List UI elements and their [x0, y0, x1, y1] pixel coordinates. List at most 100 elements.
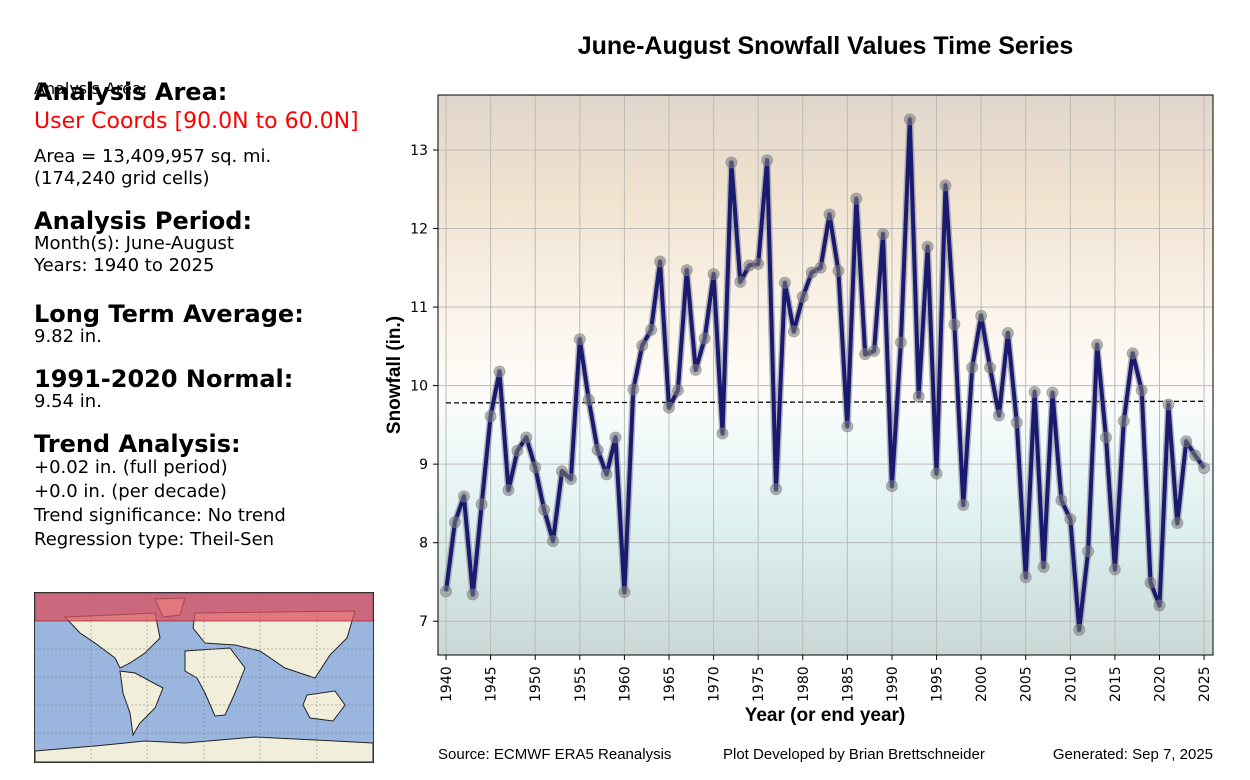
generated-date: Generated: Sep 7, 2025: [1052, 746, 1213, 763]
lta-value: 9.82 in.: [34, 326, 102, 347]
data-point: [734, 275, 747, 288]
trend-decade: +0.0 in. (per decade): [34, 481, 227, 502]
data-point: [1198, 462, 1211, 475]
x-tick-label: 2000: [974, 666, 990, 702]
data-point: [520, 431, 533, 444]
data-point: [1091, 338, 1104, 351]
data-point: [609, 431, 622, 444]
data-point: [868, 345, 881, 358]
data-point: [555, 465, 568, 478]
y-tick-label: 12: [410, 222, 428, 238]
years: Years: 1940 to 2025: [34, 255, 215, 276]
y-tick-label: 11: [410, 300, 428, 316]
data-point: [877, 228, 890, 241]
data-point: [716, 427, 729, 440]
data-point: [1189, 449, 1202, 462]
y-tick-label: 10: [410, 379, 428, 395]
highlight-region: [35, 593, 373, 622]
x-tick-label: 1980: [796, 666, 812, 702]
data-point: [448, 516, 461, 529]
data-point: [475, 498, 488, 511]
data-point: [850, 192, 863, 205]
data-point: [529, 461, 542, 474]
data-point: [814, 261, 827, 274]
data-point: [939, 179, 952, 192]
y-axis-ticks: 7 8 9 10 11 12 13: [410, 143, 438, 630]
lta-heading: Long Term Average:: [34, 300, 304, 328]
data-point: [1082, 545, 1095, 558]
data-point: [921, 240, 934, 253]
data-point: [484, 410, 497, 423]
source-note: Source: ECMWF ERA5 Reanalysis: [438, 746, 672, 763]
chart-title: June-August Snowfall Values Time Series: [577, 32, 1074, 60]
data-point: [654, 255, 667, 268]
data-point: [1073, 623, 1086, 636]
data-point: [547, 535, 560, 548]
normal-value: 9.54 in.: [34, 391, 102, 412]
y-tick-label: 7: [419, 614, 428, 630]
data-point: [707, 268, 720, 281]
data-point: [1135, 384, 1148, 397]
data-point: [1153, 599, 1166, 612]
x-tick-label: 1955: [573, 666, 589, 702]
data-point: [912, 390, 925, 403]
data-point: [948, 318, 961, 331]
data-point: [671, 384, 684, 397]
data-point: [1144, 576, 1157, 589]
africa-shape: [184, 647, 246, 717]
data-point: [725, 156, 738, 169]
x-tick-label: 2005: [1019, 666, 1035, 702]
world-map: [34, 592, 374, 763]
x-tick-label: 1990: [885, 666, 901, 702]
months: Month(s): June-August: [34, 233, 234, 254]
data-point: [903, 113, 916, 126]
data-point: [770, 483, 783, 496]
data-point: [636, 339, 649, 352]
north-america-shape: [63, 612, 161, 669]
data-point: [600, 468, 613, 481]
data-point: [1099, 431, 1112, 444]
x-tick-label: 1945: [484, 666, 500, 702]
x-tick-label: 2025: [1197, 666, 1213, 702]
data-point: [493, 365, 506, 378]
series-group: [440, 113, 1211, 636]
data-point: [1019, 571, 1032, 584]
series-line: [444, 117, 1206, 632]
data-point: [975, 309, 988, 322]
data-point: [1001, 326, 1014, 339]
area-coords: User Coords [90.0N to 60.0N]: [34, 109, 359, 134]
data-point: [752, 257, 765, 270]
x-tick-label: 1950: [528, 666, 544, 702]
data-point: [984, 361, 997, 374]
data-point: [930, 467, 943, 480]
area-size: Area = 13,409,957 sq. mi.: [34, 146, 272, 167]
data-point: [992, 409, 1005, 422]
data-point: [538, 503, 551, 516]
world-map-svg: [35, 593, 373, 762]
x-tick-label: 1965: [662, 666, 678, 702]
data-point: [1126, 347, 1139, 360]
x-tick-label: 1985: [840, 666, 856, 702]
data-point: [787, 325, 800, 338]
x-axis-label: Year (or end year): [745, 705, 906, 726]
trend-heading: Trend Analysis:: [34, 430, 241, 458]
data-point: [778, 276, 791, 289]
data-point: [841, 420, 854, 433]
x-tick-label: 2020: [1152, 666, 1168, 702]
data-point: [698, 332, 711, 345]
data-point: [966, 361, 979, 374]
trend-line-group: [446, 400, 1205, 404]
developer-note: Plot Developed by Brian Brettschneider: [723, 746, 985, 763]
data-point: [761, 154, 774, 167]
data-point: [627, 383, 640, 396]
y-tick-label: 13: [410, 143, 428, 159]
regression-type: Regression type: Theil-Sen: [34, 529, 275, 550]
y-tick-label: 8: [419, 536, 428, 552]
x-tick-label: 1995: [930, 666, 946, 702]
data-point: [645, 323, 658, 336]
data-point: [1055, 494, 1068, 507]
data-point: [457, 490, 470, 503]
data-point: [440, 585, 453, 598]
x-tick-label: 2010: [1063, 666, 1079, 702]
